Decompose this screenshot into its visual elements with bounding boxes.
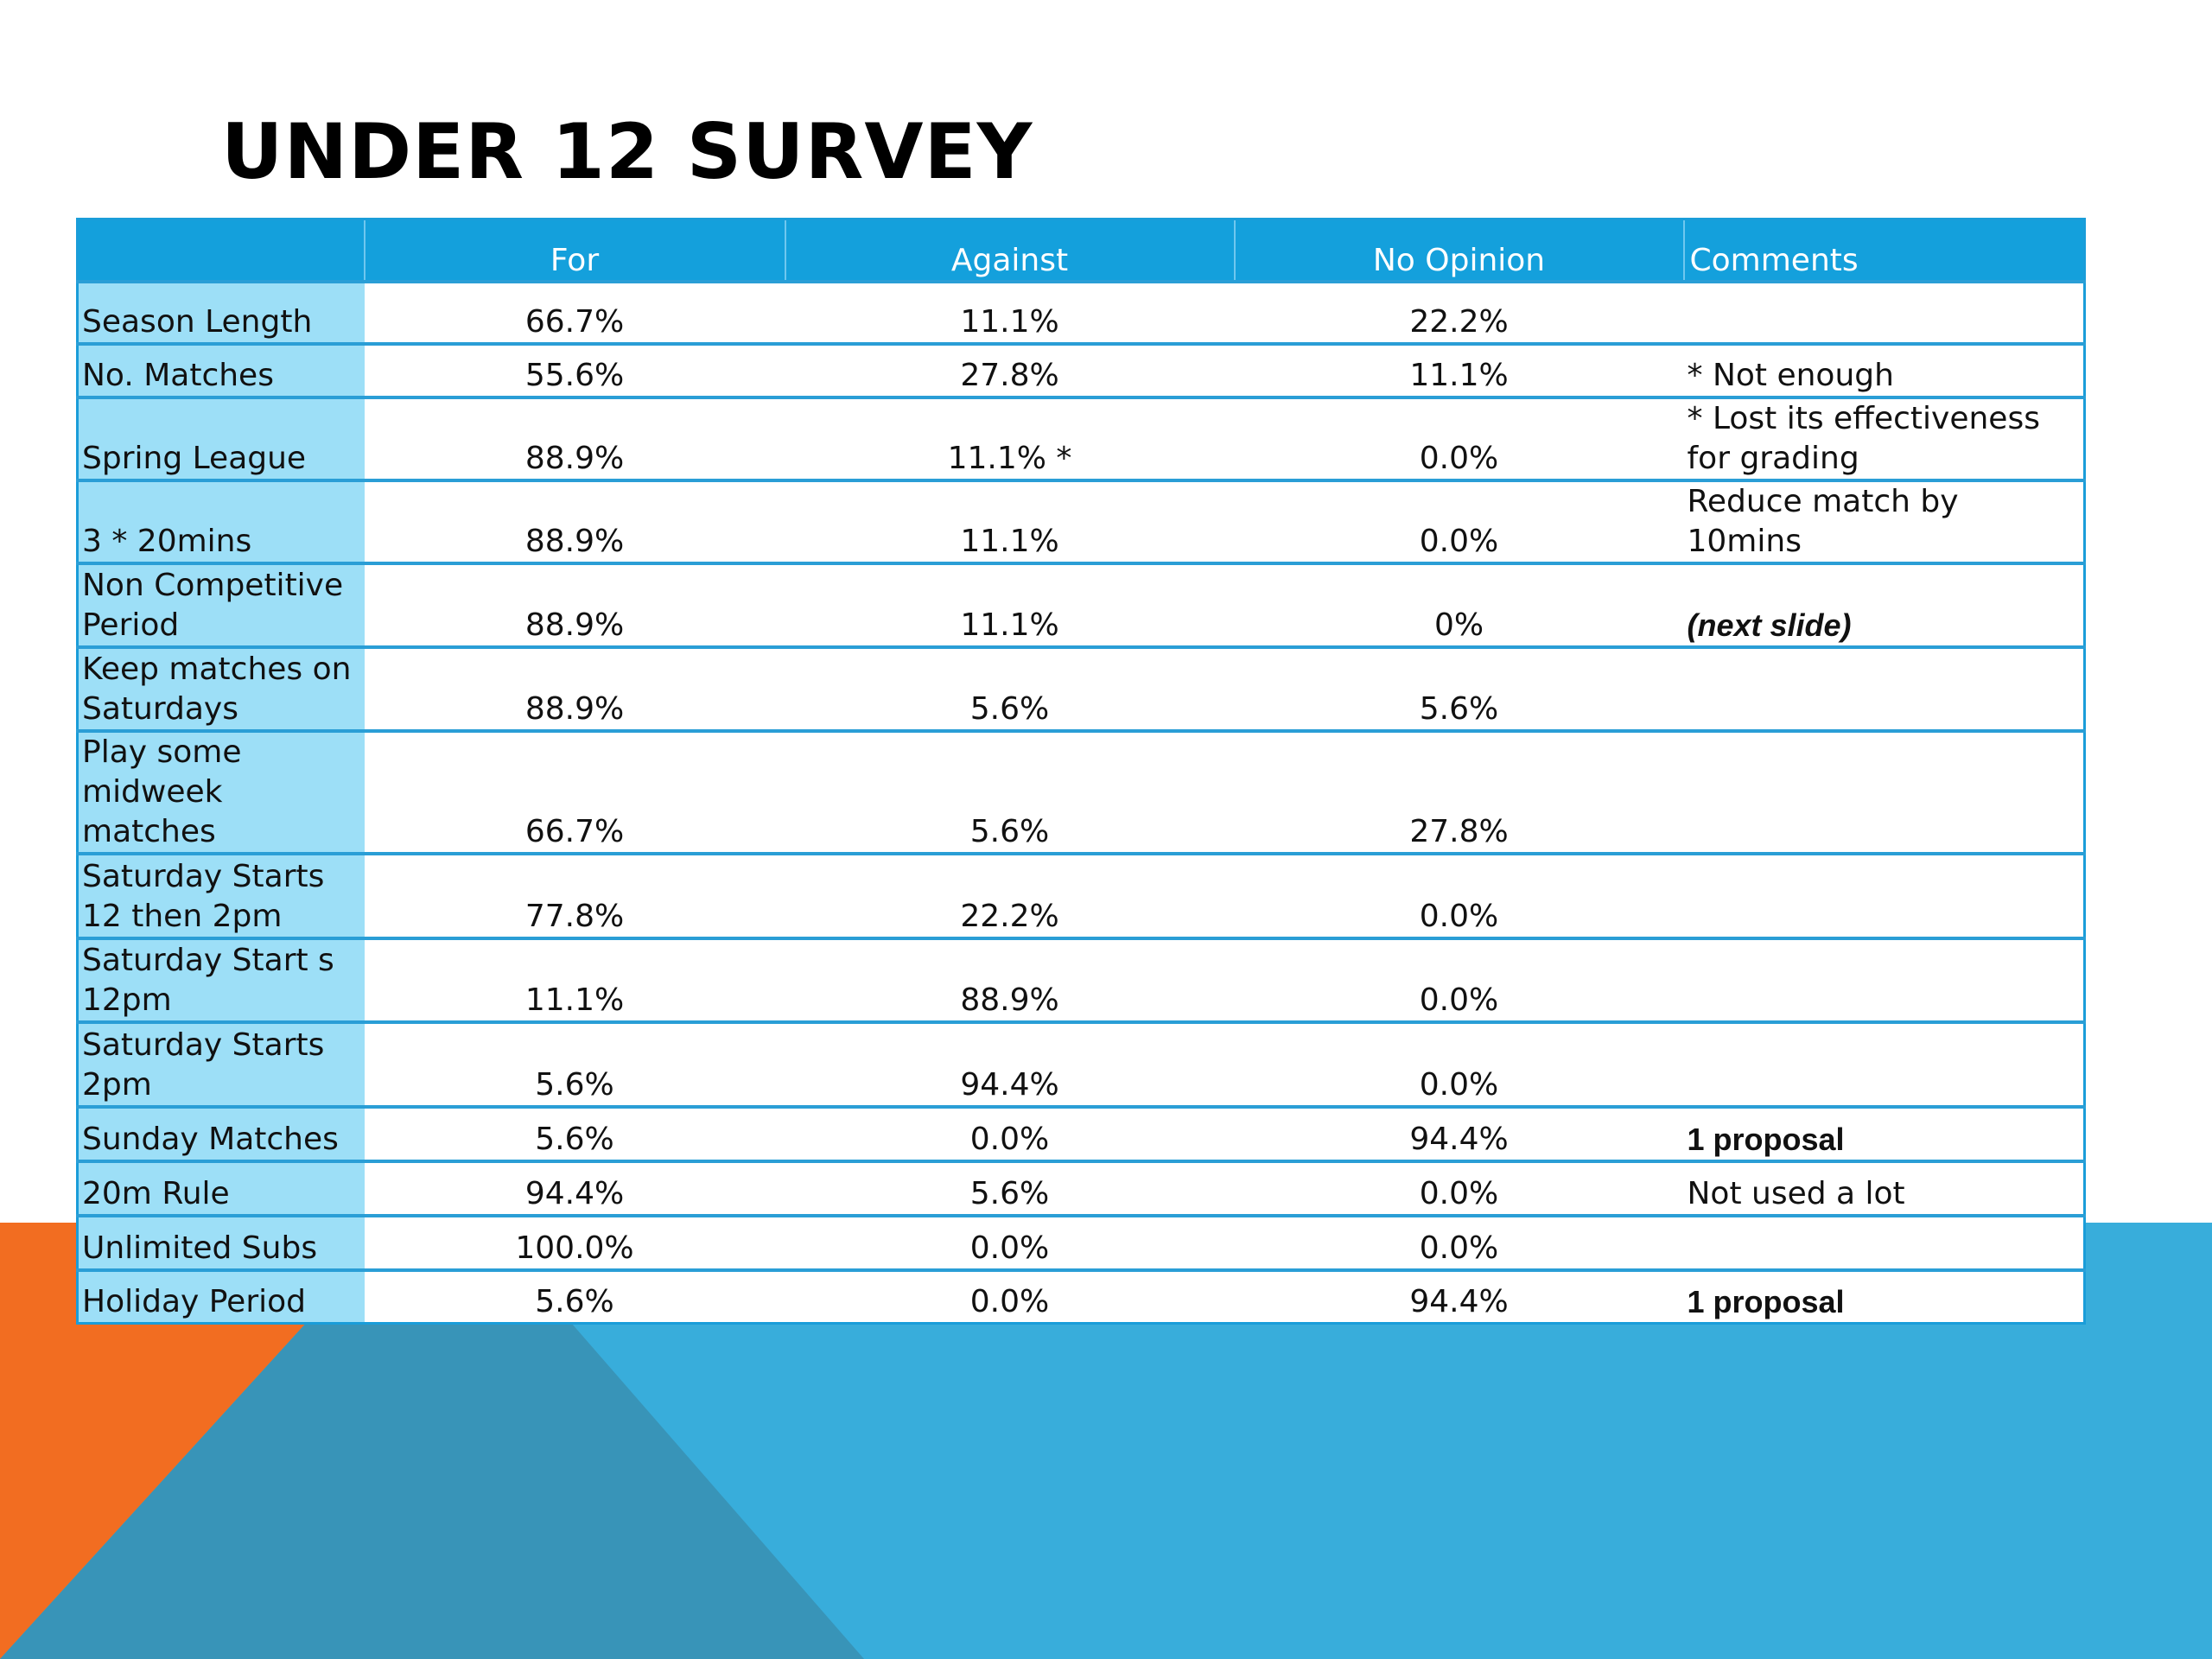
row-label: Saturday Start s 12pm [77, 938, 365, 1022]
comments-cell: * Lost its effectiveness for grading [1683, 397, 2085, 480]
against-cell: 0.0% [785, 1106, 1235, 1161]
no-opinion-cell: 5.6% [1234, 646, 1684, 731]
row-label: Saturday Starts 2pm [77, 1021, 365, 1107]
page-title: UNDER 12 SURVEY [221, 107, 1033, 196]
comments-cell [1683, 730, 2085, 854]
comments-cell [1683, 853, 2085, 938]
no-opinion-cell: 0.0% [1234, 853, 1684, 938]
against-cell: 94.4% [785, 1021, 1235, 1107]
row-label: 20m Rule [77, 1160, 365, 1216]
for-cell: 66.7% [364, 281, 785, 344]
comments-cell [1683, 938, 2085, 1022]
against-cell: 88.9% [785, 938, 1235, 1022]
row-label: Saturday Starts 12 then 2pm [77, 853, 365, 938]
header-blank [77, 219, 365, 282]
for-cell: 5.6% [364, 1269, 785, 1324]
table-row: Spring League 88.9% 11.1% * 0.0% * Lost … [77, 397, 2085, 480]
table-row: Holiday Period 5.6% 0.0% 94.4% 1 proposa… [77, 1269, 2085, 1324]
for-cell: 88.9% [364, 563, 785, 647]
no-opinion-cell: 0.0% [1234, 480, 1684, 563]
header-for: For [363, 219, 785, 282]
no-opinion-cell: 94.4% [1234, 1106, 1684, 1161]
row-label: Holiday Period [77, 1269, 365, 1324]
for-cell: 88.9% [364, 397, 785, 480]
against-cell: 11.1% [785, 281, 1235, 344]
for-cell: 77.8% [364, 853, 785, 938]
for-cell: 5.6% [364, 1021, 785, 1107]
for-cell: 100.0% [364, 1215, 785, 1270]
row-label: Season Length [77, 281, 365, 344]
row-label: Unlimited Subs [77, 1215, 365, 1270]
bg-dark-blue-triangle [0, 1223, 864, 1659]
table-row: No. Matches 55.6% 27.8% 11.1% * Not enou… [77, 343, 2085, 397]
comments-cell [1683, 1215, 2085, 1270]
comments-cell: Not used a lot [1683, 1160, 2085, 1216]
survey-table: For Against No Opinion Comments Season L… [76, 218, 2086, 1325]
for-cell: 66.7% [364, 730, 785, 854]
table-row: Saturday Starts 2pm 5.6% 94.4% 0.0% [77, 1021, 2085, 1107]
table-row: Sunday Matches 5.6% 0.0% 94.4% 1 proposa… [77, 1106, 2085, 1161]
comments-cell: 1 proposal [1683, 1269, 2085, 1324]
table-row: Keep matches on Saturdays 88.9% 5.6% 5.6… [77, 646, 2085, 731]
no-opinion-cell: 27.8% [1234, 730, 1684, 854]
row-label: Spring League [77, 397, 365, 480]
no-opinion-cell: 0.0% [1234, 1021, 1684, 1107]
table-row: Non Competitive Period 88.9% 11.1% 0% (n… [77, 563, 2085, 647]
row-label: Sunday Matches [77, 1106, 365, 1161]
against-cell: 27.8% [785, 343, 1235, 397]
against-cell: 22.2% [785, 853, 1235, 938]
no-opinion-cell: 0% [1234, 563, 1684, 647]
against-cell: 0.0% [785, 1269, 1235, 1324]
comments-cell [1683, 1021, 2085, 1107]
table-row: 20m Rule 94.4% 5.6% 0.0% Not used a lot [77, 1160, 2085, 1216]
table-row: Unlimited Subs 100.0% 0.0% 0.0% [77, 1215, 2085, 1270]
for-cell: 94.4% [364, 1160, 785, 1216]
against-cell: 5.6% [785, 646, 1235, 731]
row-label: No. Matches [77, 343, 365, 397]
no-opinion-cell: 94.4% [1234, 1269, 1684, 1324]
table-header-row: For Against No Opinion Comments [77, 219, 2085, 282]
for-cell: 55.6% [364, 343, 785, 397]
no-opinion-cell: 0.0% [1234, 1160, 1684, 1216]
against-cell: 0.0% [785, 1215, 1235, 1270]
comments-cell [1683, 646, 2085, 731]
for-cell: 5.6% [364, 1106, 785, 1161]
table-row: Season Length 66.7% 11.1% 22.2% [77, 281, 2085, 344]
no-opinion-cell: 0.0% [1234, 938, 1684, 1022]
no-opinion-cell: 0.0% [1234, 1215, 1684, 1270]
table-row: 3 * 20mins 88.9% 11.1% 0.0% Reduce match… [77, 480, 2085, 563]
header-no-opinion: No Opinion [1233, 219, 1684, 282]
for-cell: 88.9% [364, 480, 785, 563]
for-cell: 11.1% [364, 938, 785, 1022]
row-label: 3 * 20mins [77, 480, 365, 563]
against-cell: 11.1% [785, 563, 1235, 647]
row-label: Non Competitive Period [77, 563, 365, 647]
comments-cell [1683, 281, 2085, 344]
row-label: Keep matches on Saturdays [77, 646, 365, 731]
table-row: Saturday Start s 12pm 11.1% 88.9% 0.0% [77, 938, 2085, 1022]
comments-cell: Reduce match by 10mins [1683, 480, 2085, 563]
against-cell: 5.6% [785, 730, 1235, 854]
against-cell: 11.1% [785, 480, 1235, 563]
against-cell: 11.1% * [785, 397, 1235, 480]
header-comments: Comments [1682, 219, 2085, 282]
comments-cell: * Not enough [1683, 343, 2085, 397]
row-label: Play some midweek matches [77, 730, 365, 854]
no-opinion-cell: 0.0% [1234, 397, 1684, 480]
for-cell: 88.9% [364, 646, 785, 731]
comments-cell: (next slide) [1683, 563, 2085, 647]
header-against: Against [784, 219, 1235, 282]
no-opinion-cell: 11.1% [1234, 343, 1684, 397]
against-cell: 5.6% [785, 1160, 1235, 1216]
table-row: Saturday Starts 12 then 2pm 77.8% 22.2% … [77, 853, 2085, 938]
table-row: Play some midweek matches 66.7% 5.6% 27.… [77, 730, 2085, 854]
no-opinion-cell: 22.2% [1234, 281, 1684, 344]
comments-cell: 1 proposal [1683, 1106, 2085, 1161]
